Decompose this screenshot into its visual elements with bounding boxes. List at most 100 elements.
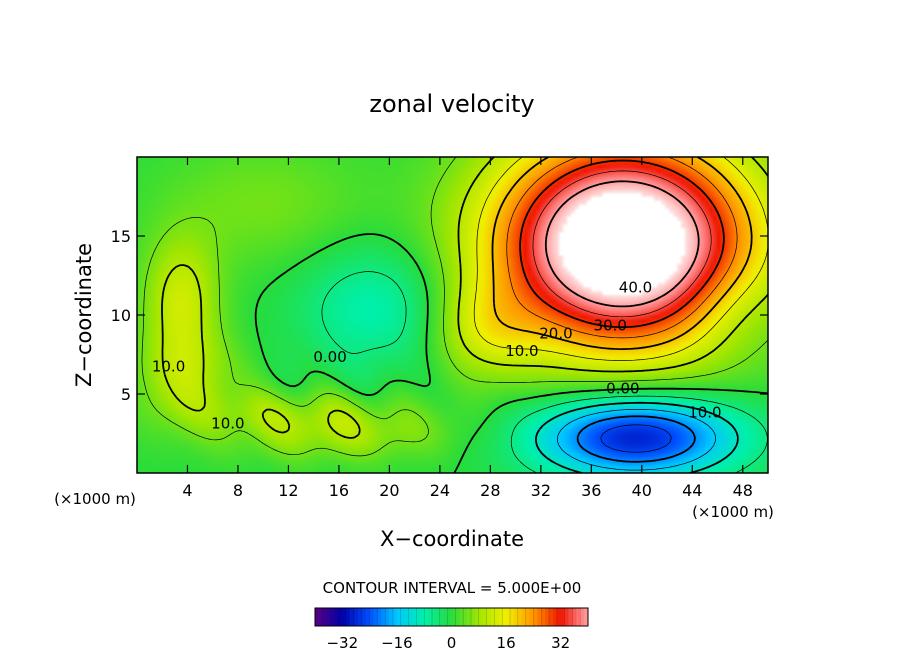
x-tick-label: 24: [430, 481, 450, 500]
colorbar-swatch: [580, 608, 585, 626]
colorbar-swatch: [342, 608, 347, 626]
colorbar-swatch: [474, 608, 480, 626]
colorbar-swatch: [552, 608, 558, 626]
colorbar-swatch: [435, 608, 441, 626]
colorbar-swatch: [404, 608, 409, 626]
contour-line: [473, 157, 768, 361]
colorbar: [314, 607, 589, 627]
contour-line: [161, 157, 768, 439]
colorbar-swatch: [369, 608, 374, 626]
contour-label: 0.00: [313, 348, 346, 366]
colorbar-swatch: [318, 608, 324, 626]
colorbar-swatch: [549, 608, 554, 626]
contour-line: [141, 157, 768, 457]
x-tick-label: 36: [581, 481, 601, 500]
contour-label: 0.00: [606, 380, 639, 398]
colorbar-swatch: [568, 608, 573, 626]
colorbar-swatch: [393, 608, 398, 626]
x-tick-label: 8: [233, 481, 243, 500]
colorbar-swatch: [346, 608, 351, 626]
x-tick-label: 20: [379, 481, 399, 500]
colorbar-swatch: [322, 608, 327, 626]
colorbar-swatch: [400, 608, 405, 626]
colorbar-swatch: [521, 608, 526, 626]
colorbar-swatch: [451, 608, 456, 626]
chart-title: zonal velocity: [369, 90, 534, 118]
contour-label: 30.0: [594, 316, 627, 334]
x-axis-ticks: 4 8 12 16 20 24 28 32 36 40 44 48: [182, 157, 753, 500]
contour-label: 10.0: [211, 414, 244, 432]
colorbar-swatch: [498, 608, 503, 626]
colorbar-swatch: [443, 608, 448, 626]
colorbar-swatch: [478, 608, 483, 626]
colorbar-swatch: [510, 608, 515, 626]
x-tick-label: 44: [682, 481, 702, 500]
colorbar-swatch: [385, 608, 390, 626]
y-tick-label: 15: [111, 227, 131, 246]
colorbar-swatch: [373, 608, 378, 626]
contour-line: [532, 170, 712, 318]
colorbar-tick-label: 16: [497, 634, 516, 652]
colorbar-swatch: [330, 608, 335, 626]
colorbar-swatch: [439, 608, 444, 626]
colorbar-tick-label: 32: [551, 634, 570, 652]
colorbar-swatch: [463, 608, 468, 626]
x-tick-label: 48: [733, 481, 753, 500]
colorbar-swatch: [506, 608, 511, 626]
colorbar-swatch: [545, 608, 550, 626]
colorbar-swatch: [537, 608, 542, 626]
colorbar-swatch: [354, 608, 359, 626]
contour-label: 10.0: [688, 403, 721, 421]
contour-line: [506, 157, 738, 339]
colorbar-swatch: [377, 608, 382, 626]
colorbar-swatch: [315, 608, 320, 626]
colorbar-swatch: [408, 608, 413, 626]
colorbar-tick-label: 0: [447, 634, 457, 652]
colorbar-swatch: [533, 608, 538, 626]
colorbar-swatch: [424, 608, 429, 626]
contour-line: [544, 180, 700, 308]
x-tick-label: 40: [632, 481, 652, 500]
colorbar-swatch: [482, 608, 487, 626]
colorbar-swatch: [576, 608, 581, 626]
contour-label: 10.0: [505, 342, 538, 360]
colorbar-ticks: −32 −16 0 16 32: [326, 634, 570, 652]
y-tick-label: 10: [111, 306, 131, 325]
colorbar-swatch: [502, 608, 507, 626]
contour-line: [557, 409, 716, 471]
colorbar-swatch: [455, 608, 460, 626]
colorbar-tick-label: −32: [326, 634, 358, 652]
colorbar-swatch: [396, 608, 402, 626]
contour-line: [321, 271, 768, 473]
colorbar-swatch: [525, 608, 530, 626]
x-tick-label: 16: [329, 481, 349, 500]
colorbar-swatch: [490, 608, 495, 626]
contour-label: 10.0: [152, 358, 185, 376]
colorbar-swatch: [420, 608, 425, 626]
colorbar-swatch: [471, 608, 476, 626]
colorbar-swatch: [365, 608, 370, 626]
colorbar-swatch: [412, 608, 417, 626]
colorbar-swatch: [564, 608, 569, 626]
contour-line: [600, 424, 672, 453]
colorbar-swatch: [381, 608, 386, 626]
x-axis-label: X−coordinate: [380, 527, 524, 551]
colorbar-swatch: [326, 608, 331, 626]
x-tick-label: 4: [182, 481, 192, 500]
contour-interval-note: CONTOUR INTERVAL = 5.000E+00: [323, 579, 582, 597]
colorbar-swatch: [357, 608, 363, 626]
colorbar-swatch: [447, 608, 452, 626]
colorbar-swatch: [428, 608, 433, 626]
colorbar-swatch: [494, 608, 499, 626]
colorbar-frame: [314, 607, 589, 627]
colorbar-swatch: [584, 608, 589, 626]
contour-line: [254, 233, 768, 473]
colorbar-swatch: [432, 608, 437, 626]
x-tick-label: 28: [480, 481, 500, 500]
x-tick-label: 12: [278, 481, 298, 500]
x-unit-left: (×1000 m): [54, 490, 136, 508]
colorbar-swatch: [572, 608, 577, 626]
y-axis-ticks: 5 10 15: [111, 227, 768, 404]
